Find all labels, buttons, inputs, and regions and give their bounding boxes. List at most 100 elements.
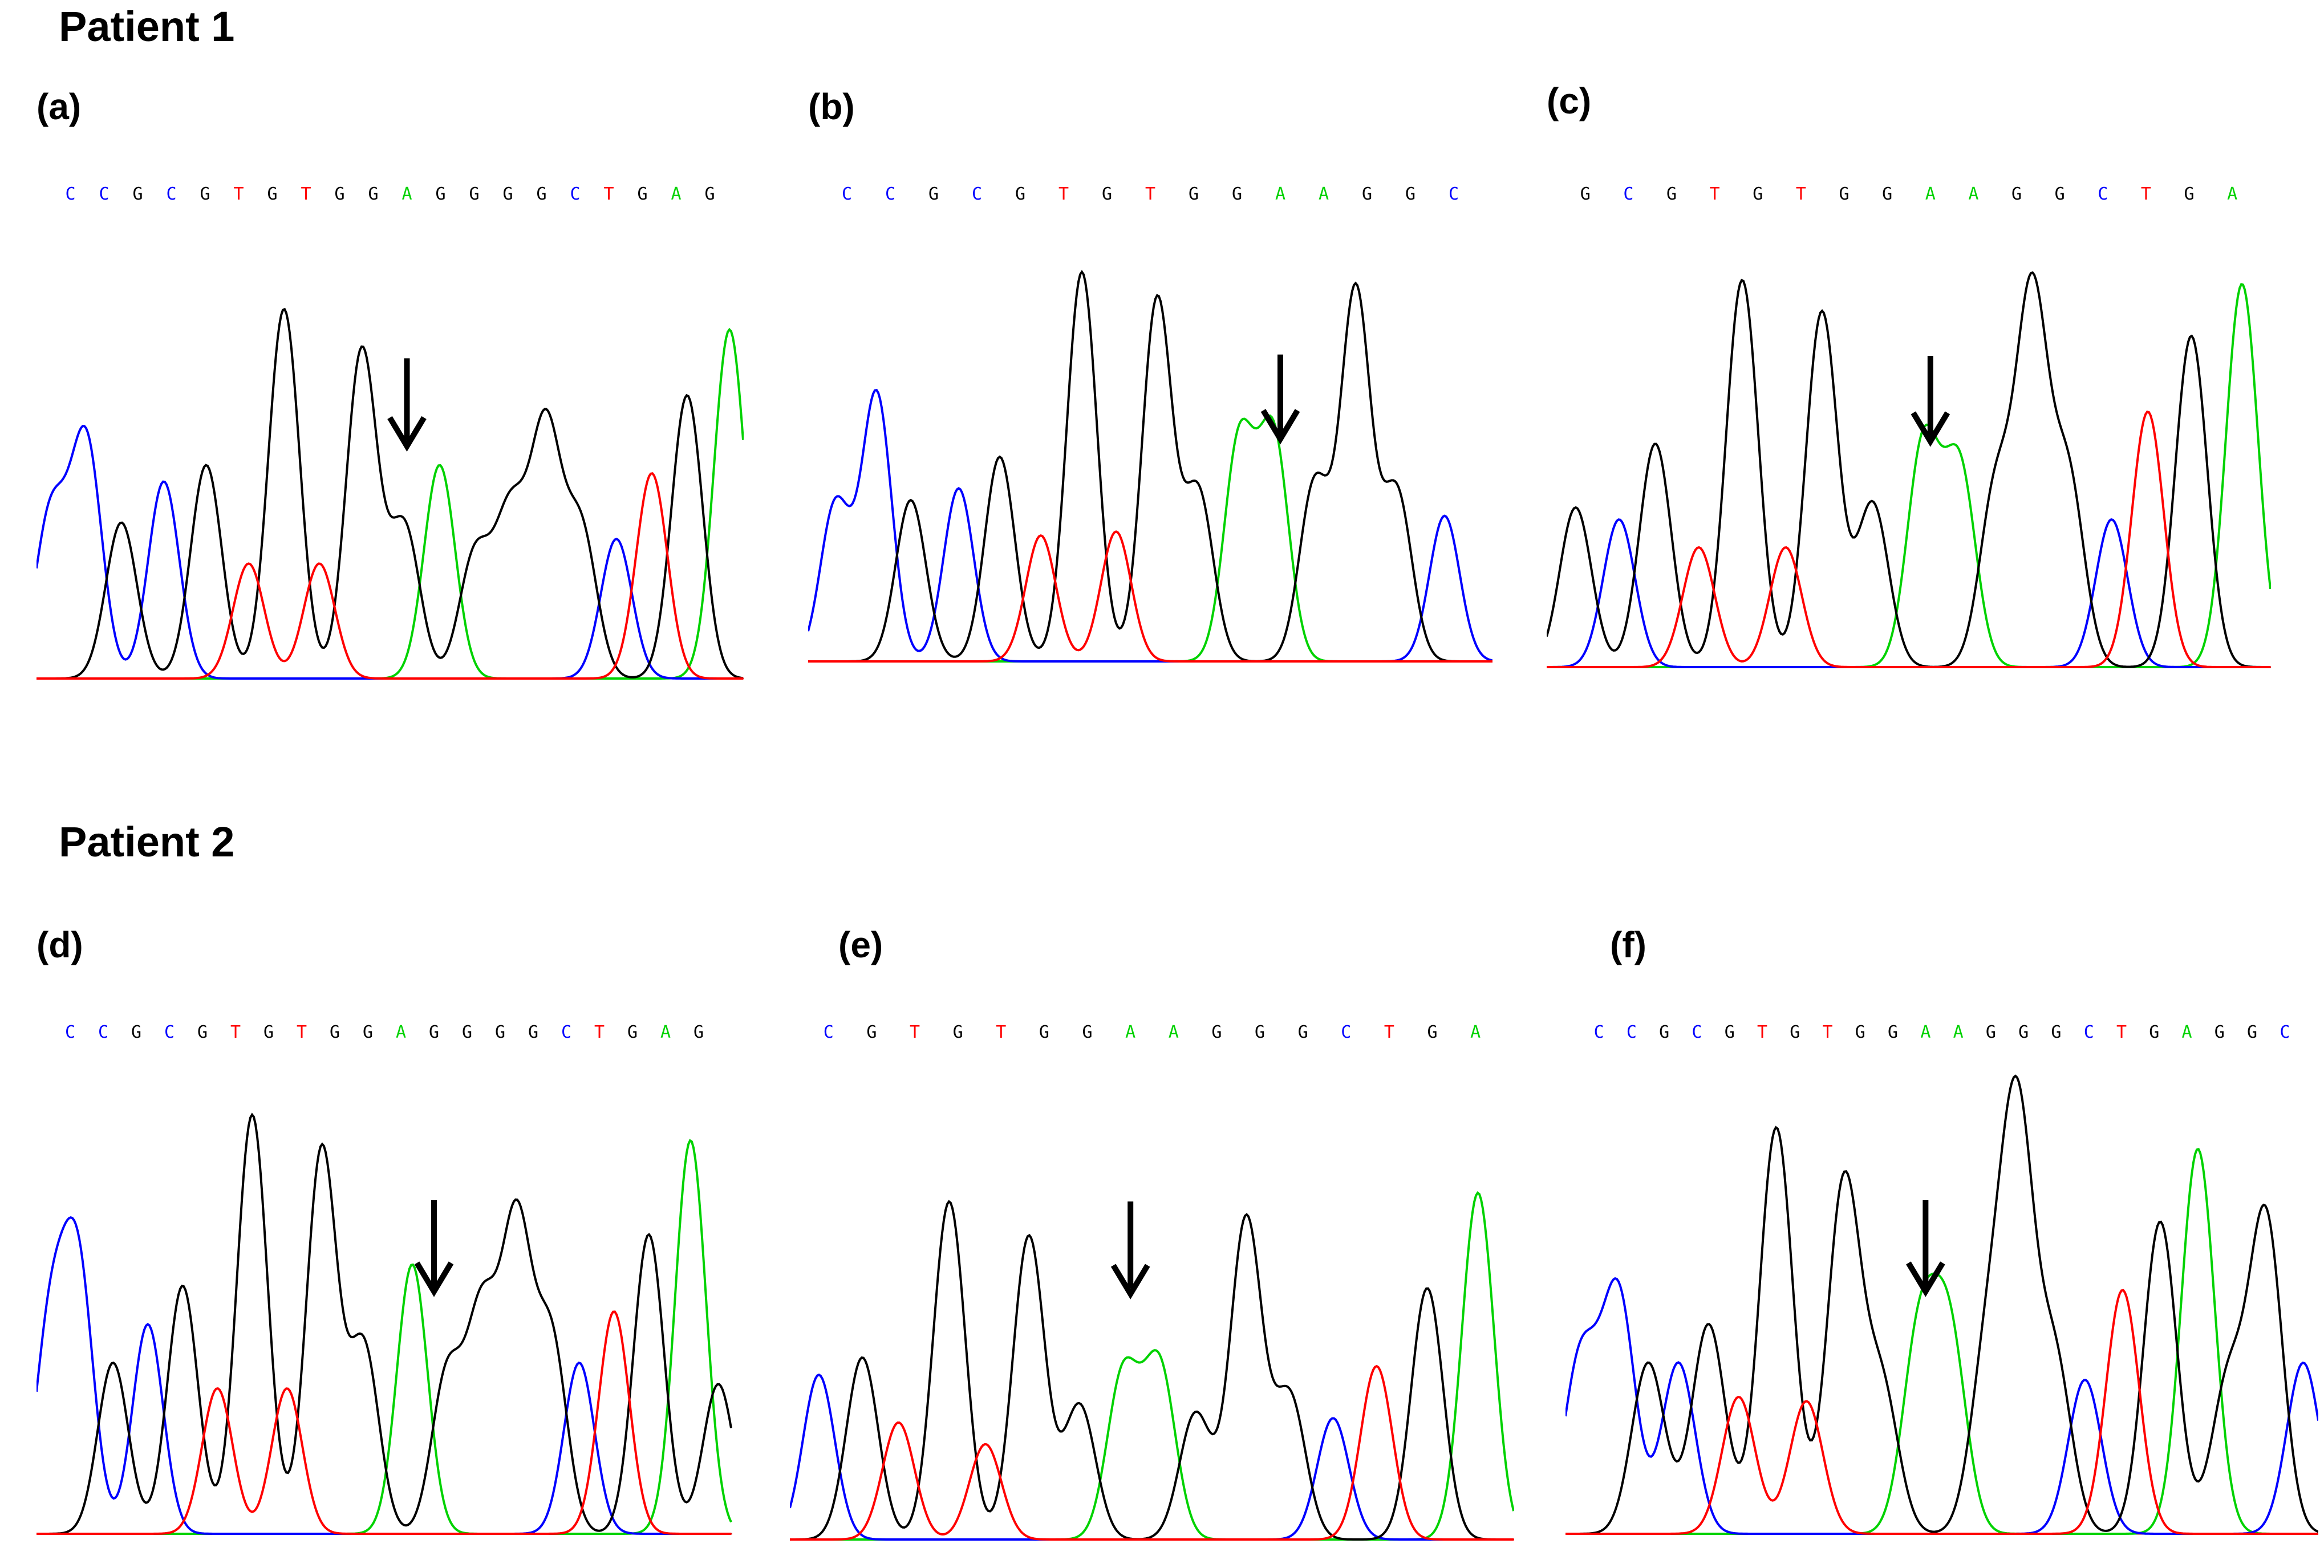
- base-call-G: G: [1362, 184, 1372, 204]
- trace-channel-T: [36, 1310, 731, 1535]
- trace-channel-T: [1547, 411, 2270, 668]
- base-call-G: G: [2011, 184, 2022, 204]
- base-call-G: G: [330, 1022, 340, 1042]
- base-call-A: A: [1953, 1022, 1964, 1042]
- base-call-G: G: [1855, 1022, 1865, 1042]
- trace-channel-T: [808, 530, 1492, 663]
- base-call-G: G: [1882, 184, 1892, 204]
- base-call-G: G: [1102, 184, 1112, 204]
- base-call-T: T: [910, 1022, 920, 1042]
- trace-channel-T: [790, 1364, 1514, 1541]
- base-call-C: C: [1594, 1022, 1604, 1042]
- trace-channel-C: [1565, 1277, 2318, 1535]
- base-call-T: T: [1058, 184, 1069, 204]
- trace-channel-T: [36, 472, 743, 680]
- base-call-T: T: [1710, 184, 1720, 204]
- base-call-G: G: [1580, 184, 1591, 204]
- base-call-G: G: [536, 184, 546, 204]
- trace-channel-T: [1565, 1289, 2318, 1535]
- trace-channel-A: [790, 1191, 1514, 1541]
- base-call-G: G: [1888, 1022, 1898, 1042]
- base-call-G: G: [1232, 184, 1242, 204]
- trace-channel-G: [1547, 271, 2270, 668]
- base-call-A: A: [660, 1022, 671, 1042]
- base-call-T: T: [233, 184, 244, 204]
- base-call-A: A: [1319, 184, 1329, 204]
- panel-label-b: (b): [808, 86, 855, 127]
- base-call-G: G: [131, 1022, 141, 1042]
- base-call-C: C: [824, 1022, 834, 1042]
- chromatogram-panel-c: (c) G C G T G T G G A A G G C T G A: [1547, 80, 2271, 690]
- base-call-G: G: [1753, 184, 1763, 204]
- base-call-G: G: [1790, 1022, 1800, 1042]
- trace-channel-G: [808, 270, 1492, 663]
- base-call-G: G: [1405, 184, 1416, 204]
- base-call-T: T: [2116, 1022, 2127, 1042]
- base-call-G: G: [1659, 1022, 1669, 1042]
- base-call-G: G: [1666, 184, 1677, 204]
- trace-channel-G: [1565, 1074, 2318, 1535]
- base-call-A: A: [1125, 1022, 1135, 1042]
- base-call-G: G: [1986, 1022, 1996, 1042]
- base-call-G: G: [502, 184, 513, 204]
- base-call-C: C: [1449, 184, 1459, 204]
- mutation-arrow: [1911, 356, 1950, 447]
- trace-channel-A: [808, 414, 1492, 663]
- panel-label-c: (c): [1547, 80, 1592, 121]
- base-call-C: C: [164, 1022, 175, 1042]
- base-call-G: G: [1211, 1022, 1222, 1042]
- trace-channel-G: [790, 1200, 1514, 1541]
- base-call-G: G: [866, 1022, 877, 1042]
- base-call-C: C: [98, 1022, 108, 1042]
- base-call-G: G: [1189, 184, 1199, 204]
- base-call-G: G: [1082, 1022, 1093, 1042]
- base-call-G: G: [197, 1022, 208, 1042]
- base-call-T: T: [230, 1022, 241, 1042]
- base-call-G: G: [469, 184, 479, 204]
- base-call-T: T: [1823, 1022, 1833, 1042]
- base-call-A: A: [401, 184, 412, 204]
- base-call-T: T: [1757, 1022, 1767, 1042]
- base-call-C: C: [1623, 184, 1633, 204]
- base-call-T: T: [1145, 184, 1155, 204]
- base-call-G: G: [1015, 184, 1025, 204]
- base-call-G: G: [1839, 184, 1850, 204]
- base-call-G: G: [495, 1022, 505, 1042]
- base-call-G: G: [462, 1022, 472, 1042]
- trace-channel-G: [36, 1112, 732, 1535]
- base-call-A: A: [2182, 1022, 2192, 1042]
- base-call-G: G: [693, 1022, 704, 1042]
- base-call-G: G: [1255, 1022, 1265, 1042]
- base-call-G: G: [263, 1022, 274, 1042]
- base-call-G: G: [627, 1022, 638, 1042]
- base-call-C: C: [570, 184, 580, 204]
- chromatogram-panel-f: (f) C C G C G T G T G G A A G G G C T G A G G C: [1565, 924, 2318, 1557]
- base-call-C: C: [2084, 1022, 2094, 1042]
- base-call-G: G: [2149, 1022, 2159, 1042]
- base-call-G: G: [1725, 1022, 1735, 1042]
- base-call-A: A: [671, 184, 681, 204]
- base-call-G: G: [2055, 184, 2065, 204]
- base-call-T: T: [603, 184, 614, 204]
- panel-label-e: (e): [838, 924, 883, 965]
- base-call-G: G: [2215, 1022, 2225, 1042]
- mutation-arrow: [414, 1200, 454, 1297]
- base-call-A: A: [1169, 1022, 1179, 1042]
- base-call-C: C: [885, 184, 895, 204]
- base-call-C: C: [166, 184, 176, 204]
- trace-channel-C: [1547, 518, 2270, 668]
- base-call-G: G: [368, 184, 378, 204]
- base-call-C: C: [972, 184, 982, 204]
- base-call-A: A: [2227, 184, 2237, 204]
- base-call-G: G: [2247, 1022, 2257, 1042]
- base-call-C: C: [1692, 1022, 1702, 1042]
- base-call-G: G: [2184, 184, 2195, 204]
- base-call-T: T: [594, 1022, 605, 1042]
- base-call-G: G: [953, 1022, 963, 1042]
